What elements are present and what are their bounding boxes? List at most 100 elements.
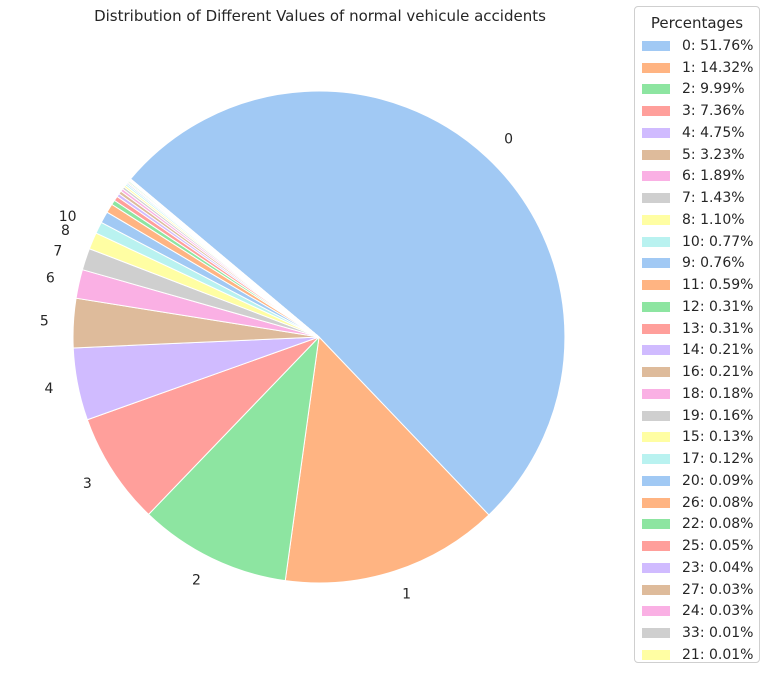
legend-label-5: 5: 3.23% <box>682 146 745 163</box>
legend-item-25: 25: 0.05% <box>642 535 759 557</box>
legend-label-17: 17: 0.12% <box>682 451 754 468</box>
legend-label-12: 12: 0.31% <box>682 298 754 315</box>
legend-swatch-19 <box>642 410 670 421</box>
legend-label-9: 9: 0.76% <box>682 255 745 272</box>
legend-label-14: 14: 0.21% <box>682 342 754 359</box>
slice-label-6: 6 <box>46 271 55 287</box>
pie-chart: 0 1 2 3 4 5 6 7 810 <box>40 90 566 603</box>
legend-swatch-10 <box>642 236 670 247</box>
legend-item-7: 7: 1.43% <box>642 187 759 209</box>
legend-swatch-21 <box>642 649 670 660</box>
legend-item-17: 17: 0.12% <box>642 448 759 470</box>
legend-item-27: 27: 0.03% <box>642 579 759 601</box>
legend-swatch-4 <box>642 127 670 138</box>
slice-label-7: 7 <box>53 243 62 259</box>
legend-label-1: 1: 14.32% <box>682 59 754 76</box>
legend-label-33: 33: 0.01% <box>682 625 754 642</box>
legend-swatch-3 <box>642 106 670 117</box>
pie-slice-2 <box>148 336 320 582</box>
legend-swatch-22 <box>642 519 670 530</box>
legend-label-24: 24: 0.03% <box>682 603 754 620</box>
legend-label-26: 26: 0.08% <box>682 494 754 511</box>
legend-item-15: 15: 0.13% <box>642 427 759 449</box>
pie-slice-0 <box>130 90 566 516</box>
legend-swatch-14 <box>642 345 670 356</box>
legend-item-22: 22: 0.08% <box>642 514 759 536</box>
legend-label-2: 2: 9.99% <box>682 81 745 98</box>
legend-swatch-15 <box>642 432 670 443</box>
legend-item-6: 6: 1.89% <box>642 166 759 188</box>
legend-label-25: 25: 0.05% <box>682 538 754 555</box>
legend-swatch-7 <box>642 193 670 204</box>
slice-label-0: 0 <box>504 132 513 148</box>
legend-label-0: 0: 51.76% <box>682 37 754 54</box>
legend-item-26: 26: 0.08% <box>642 492 759 514</box>
legend-swatch-1 <box>642 62 670 73</box>
legend-label-4: 4: 4.75% <box>682 124 745 141</box>
legend-swatch-17 <box>642 454 670 465</box>
legend: Percentages 0: 51.76% 1: 14.32% 2: 9.99% 3:… <box>634 6 760 663</box>
pie-slice-labels: 0 1 2 3 4 5 6 7 810 <box>40 132 513 603</box>
legend-swatch-25 <box>642 541 670 552</box>
pie-slice-3 <box>86 336 320 515</box>
pie-slices <box>72 90 566 584</box>
legend-label-7: 7: 1.43% <box>682 190 745 207</box>
legend-item-12: 12: 0.31% <box>642 296 759 318</box>
pie-slice-21 <box>129 178 320 338</box>
legend-label-11: 11: 0.59% <box>682 277 754 294</box>
legend-item-10: 10: 0.77% <box>642 231 759 253</box>
legend-label-15: 15: 0.13% <box>682 429 754 446</box>
legend-item-1: 1: 14.32% <box>642 57 759 79</box>
legend-item-2: 2: 9.99% <box>642 79 759 101</box>
legend-swatch-6 <box>642 171 670 182</box>
legend-item-13: 13: 0.31% <box>642 318 759 340</box>
legend-swatch-33 <box>642 628 670 639</box>
legend-swatch-12 <box>642 301 670 312</box>
slice-label-10: 10 <box>59 209 77 225</box>
legend-label-3: 3: 7.36% <box>682 103 745 120</box>
legend-item-9: 9: 0.76% <box>642 253 759 275</box>
legend-label-18: 18: 0.18% <box>682 385 754 402</box>
legend-label-20: 20: 0.09% <box>682 472 754 489</box>
legend-swatch-13 <box>642 323 670 334</box>
legend-swatch-0 <box>642 40 670 51</box>
legend-item-16: 16: 0.21% <box>642 361 759 383</box>
legend-item-8: 8: 1.10% <box>642 209 759 231</box>
legend-label-13: 13: 0.31% <box>682 320 754 337</box>
legend-swatch-9 <box>642 258 670 269</box>
legend-item-11: 11: 0.59% <box>642 274 759 296</box>
legend-item-33: 33: 0.01% <box>642 622 759 644</box>
legend-label-22: 22: 0.08% <box>682 516 754 533</box>
legend-label-27: 27: 0.03% <box>682 581 754 598</box>
legend-item-0: 0: 51.76% <box>642 35 759 57</box>
legend-swatch-23 <box>642 562 670 573</box>
legend-item-4: 4: 4.75% <box>642 122 759 144</box>
legend-label-10: 10: 0.77% <box>682 233 754 250</box>
chart-title: Distribution of Different Values of norm… <box>94 7 546 25</box>
legend-item-5: 5: 3.23% <box>642 144 759 166</box>
legend-swatch-24 <box>642 606 670 617</box>
legend-swatch-5 <box>642 149 670 160</box>
legend-item-20: 20: 0.09% <box>642 470 759 492</box>
legend-item-21: 21: 0.01% <box>642 644 759 666</box>
legend-item-18: 18: 0.18% <box>642 383 759 405</box>
legend-swatch-26 <box>642 497 670 508</box>
legend-item-14: 14: 0.21% <box>642 340 759 362</box>
pie-slice-1 <box>284 336 490 584</box>
slice-label-1: 1 <box>402 587 411 603</box>
legend-swatch-8 <box>642 214 670 225</box>
legend-item-24: 24: 0.03% <box>642 601 759 623</box>
slice-label-8: 8 <box>61 223 70 239</box>
legend-items: 0: 51.76% 1: 14.32% 2: 9.99% 3: 7.36% 4: 4.7… <box>642 35 759 666</box>
legend-item-23: 23: 0.04% <box>642 557 759 579</box>
legend-swatch-18 <box>642 388 670 399</box>
legend-swatch-11 <box>642 280 670 291</box>
legend-label-21: 21: 0.01% <box>682 646 754 663</box>
slice-label-5: 5 <box>40 314 49 330</box>
slice-label-3: 3 <box>83 476 92 492</box>
legend-title: Percentages <box>650 14 744 32</box>
legend-label-23: 23: 0.04% <box>682 559 754 576</box>
legend-label-19: 19: 0.16% <box>682 407 754 424</box>
legend-swatch-20 <box>642 475 670 486</box>
legend-label-6: 6: 1.89% <box>682 168 745 185</box>
